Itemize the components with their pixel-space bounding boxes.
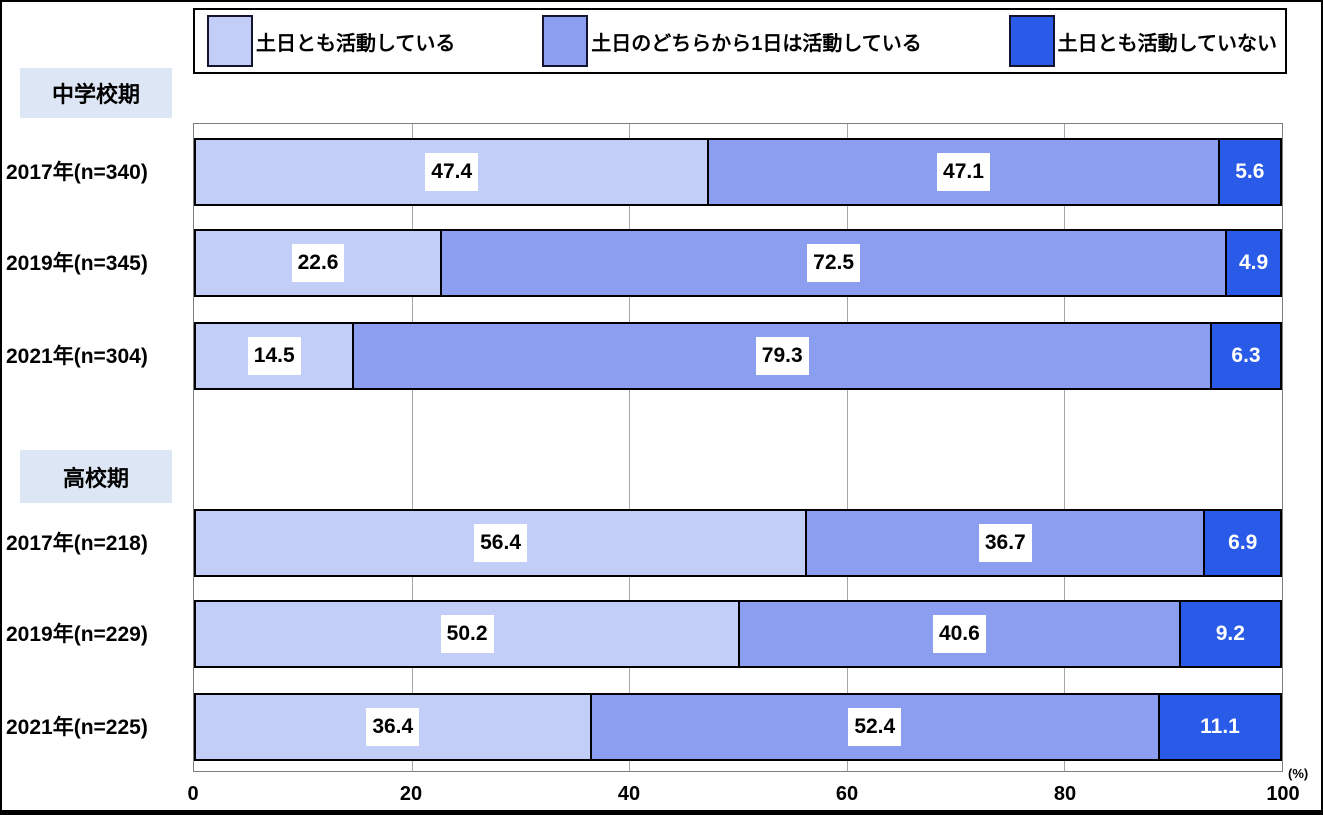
row-label: 2017年(n=218) bbox=[6, 532, 148, 555]
bar-value-label: 79.3 bbox=[755, 337, 809, 375]
bar-value-label: 47.4 bbox=[425, 153, 479, 191]
bar-value-label: 40.6 bbox=[932, 615, 986, 653]
grid-line bbox=[846, 124, 848, 771]
bar-value-label: 6.3 bbox=[1231, 344, 1261, 368]
bar-value-label: 9.2 bbox=[1215, 622, 1245, 646]
bar-value-label: 36.7 bbox=[978, 524, 1032, 562]
x-tick-label: 40 bbox=[617, 783, 641, 805]
bar-value-label: 47.1 bbox=[937, 153, 990, 191]
x-tick-label: 80 bbox=[1053, 783, 1077, 805]
bar-value-label: 50.2 bbox=[440, 615, 494, 653]
row-label: 2017年(n=340) bbox=[6, 161, 148, 184]
x-tick-label: 20 bbox=[399, 783, 423, 805]
bar-value-label: 52.4 bbox=[848, 708, 902, 746]
bar-segment: 36.7 bbox=[807, 509, 1206, 577]
grid-line bbox=[411, 124, 413, 771]
plot-area: 47.4 47.1 5.6 22.6 72.5 4.9 14.5 79.3 6.3 56.4 36.… bbox=[193, 123, 1283, 772]
bar-row: 50.2 40.6 9.2 bbox=[194, 600, 1282, 668]
bar-segment: 52.4 bbox=[591, 693, 1160, 761]
legend-item-1: 土日のどちらから1日は活動している bbox=[542, 15, 922, 67]
bar-value-label: 6.9 bbox=[1228, 531, 1258, 555]
legend-swatch bbox=[542, 15, 589, 67]
row-label: 2021年(n=225) bbox=[6, 716, 148, 739]
bar-segment: 50.2 bbox=[194, 600, 741, 668]
bar-row: 47.4 47.1 5.6 bbox=[194, 138, 1282, 206]
legend-swatch bbox=[1008, 15, 1055, 67]
row-label: 2019年(n=345) bbox=[6, 252, 148, 275]
bar-row: 36.4 52.4 11.1 bbox=[194, 693, 1282, 761]
bar-row: 22.6 72.5 4.9 bbox=[194, 229, 1282, 297]
row-label: 2021年(n=304) bbox=[6, 345, 148, 368]
bar-segment: 6.3 bbox=[1212, 322, 1282, 390]
bar-segment: 6.9 bbox=[1205, 509, 1282, 577]
bar-value-label: 5.6 bbox=[1235, 160, 1265, 184]
bar-value-label: 22.6 bbox=[291, 244, 345, 282]
legend-label: 土日とも活動している bbox=[256, 32, 456, 55]
group-header-high-school: 高校期 bbox=[20, 450, 172, 503]
x-tick-label: 60 bbox=[835, 783, 859, 805]
bar-segment: 36.4 bbox=[194, 693, 592, 761]
bar-segment: 5.6 bbox=[1219, 138, 1282, 206]
bar-segment: 72.5 bbox=[442, 229, 1228, 297]
legend-item-2: 土日とも活動していない bbox=[1008, 15, 1277, 67]
legend: 土日とも活動している 土日のどちらから1日は活動している 土日とも活動していない bbox=[193, 8, 1287, 74]
legend-swatch bbox=[207, 15, 253, 67]
grid-line bbox=[1064, 124, 1066, 771]
axis-unit-label: (%) bbox=[1288, 766, 1309, 781]
bar-row: 14.5 79.3 6.3 bbox=[194, 322, 1282, 390]
bar-segment: 47.1 bbox=[709, 138, 1220, 206]
grid-line bbox=[629, 124, 631, 771]
legend-label: 土日のどちらから1日は活動している bbox=[591, 32, 922, 55]
bar-row: 56.4 36.7 6.9 bbox=[194, 509, 1282, 577]
bar-segment: 4.9 bbox=[1227, 229, 1282, 297]
bar-value-label: 72.5 bbox=[807, 244, 861, 282]
bar-segment: 22.6 bbox=[194, 229, 443, 297]
bar-segment: 56.4 bbox=[194, 509, 808, 577]
group-header-middle-school: 中学校期 bbox=[20, 68, 172, 118]
legend-item-0: 土日とも活動している bbox=[207, 15, 455, 67]
bar-segment: 47.4 bbox=[194, 138, 710, 206]
bar-value-label: 56.4 bbox=[474, 524, 527, 562]
x-tick-label: 0 bbox=[187, 783, 199, 805]
bar-value-label: 14.5 bbox=[247, 337, 301, 375]
bar-segment: 9.2 bbox=[1180, 600, 1282, 668]
bar-segment: 11.1 bbox=[1160, 693, 1282, 761]
bar-segment: 40.6 bbox=[740, 600, 1181, 668]
bar-segment: 14.5 bbox=[194, 322, 355, 390]
row-label: 2019年(n=229) bbox=[6, 623, 148, 646]
bar-value-label: 36.4 bbox=[366, 708, 420, 746]
bar-value-label: 11.1 bbox=[1200, 715, 1240, 739]
legend-label: 土日とも活動していない bbox=[1057, 32, 1277, 55]
bar-value-label: 4.9 bbox=[1238, 251, 1269, 275]
x-tick-label: 100 bbox=[1266, 783, 1300, 805]
bar-segment: 79.3 bbox=[354, 322, 1213, 390]
